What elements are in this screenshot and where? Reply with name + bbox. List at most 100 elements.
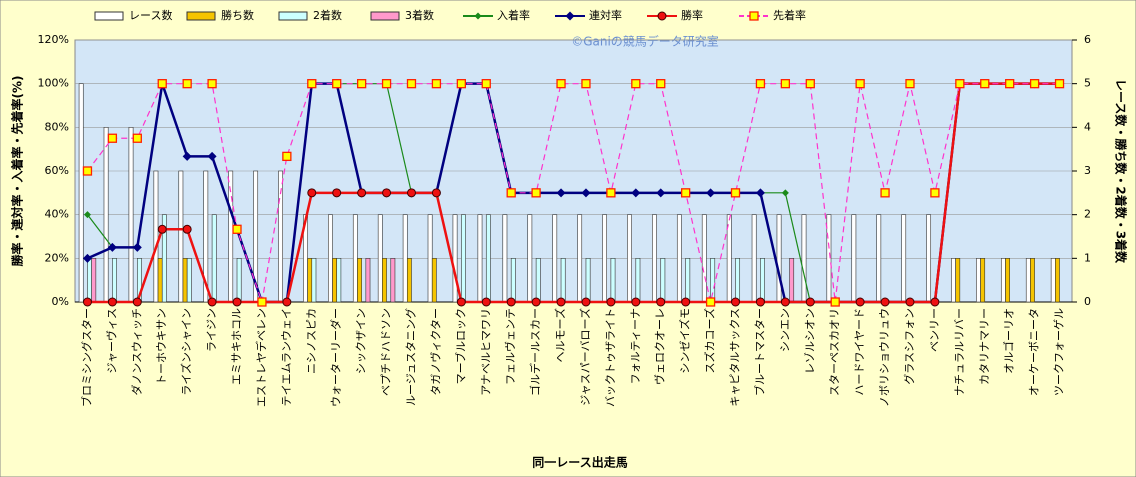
bar (311, 258, 317, 303)
bar (610, 258, 616, 303)
marker (107, 133, 118, 143)
bar (1000, 258, 1006, 303)
marker (456, 297, 466, 307)
x-tick-label: キャピタルサックス (729, 308, 742, 407)
marker (132, 242, 142, 252)
x-tick-label: ベプチドハドソン (380, 308, 393, 396)
bar (357, 258, 362, 303)
marker (1005, 79, 1015, 89)
x-tick-label: テイエムランウェイ (280, 308, 293, 406)
bar (951, 258, 956, 303)
x-tick-label: バックトゥザライト (604, 308, 617, 407)
bar (577, 214, 583, 303)
marker (382, 188, 392, 198)
marker (506, 188, 516, 198)
marker (656, 188, 666, 198)
marker (356, 79, 367, 89)
marker (182, 79, 192, 89)
marker (107, 242, 117, 252)
marker (132, 133, 142, 143)
x-tick-label: ベンリー (928, 308, 941, 352)
bar (431, 258, 437, 303)
y-tick-label: 0% (52, 295, 69, 308)
bar (452, 214, 458, 303)
marker (82, 253, 92, 263)
bar (1050, 258, 1056, 303)
y-tick-label: 40% (45, 208, 69, 221)
marker (755, 79, 766, 89)
marker (556, 188, 566, 198)
marker (207, 297, 217, 307)
marker (631, 297, 641, 307)
x-tick-label: タガノヴィクター (428, 308, 442, 396)
bar (78, 83, 84, 303)
marker (565, 11, 575, 21)
bar (685, 258, 691, 303)
marker (332, 188, 342, 198)
bar (652, 214, 657, 303)
marker (656, 297, 666, 307)
bar (91, 258, 97, 303)
marker (781, 189, 789, 197)
legend-label: 勝率 (681, 8, 703, 22)
bar (153, 170, 159, 303)
marker (556, 297, 566, 307)
y2-tick-label: 3 (1084, 164, 1091, 177)
marker (805, 79, 815, 89)
marker (132, 297, 142, 307)
x-tick-label: スズカコーズ (703, 308, 717, 373)
bar (527, 214, 533, 303)
legend-swatch (278, 11, 308, 21)
bar (701, 214, 707, 303)
legend-swatch (94, 11, 124, 21)
bar (87, 258, 92, 303)
x-tick-label: トーホウキサン (155, 308, 168, 385)
bar (801, 214, 807, 303)
marker (307, 79, 317, 89)
x-tick-label: ヘルモーズ (553, 308, 567, 362)
bar (735, 258, 741, 303)
marker (83, 211, 91, 219)
marker (307, 188, 317, 198)
bar (461, 214, 466, 303)
marker (749, 11, 759, 21)
marker (657, 11, 667, 21)
bar (427, 214, 433, 303)
x-tick-label: ハードワイヤード (853, 308, 866, 396)
y-tick-label: 100% (38, 77, 69, 90)
bar (382, 258, 387, 303)
marker (656, 79, 666, 89)
bar (157, 258, 163, 303)
marker (481, 79, 491, 89)
bar (128, 127, 134, 303)
marker (82, 297, 92, 307)
x-tick-label: ダノンスウィッチ (129, 308, 143, 395)
legend-label: 3着数 (405, 8, 434, 22)
marker (282, 297, 292, 307)
bar (980, 258, 986, 303)
bar (585, 258, 591, 303)
bar (851, 214, 857, 303)
marker (581, 297, 591, 307)
marker (157, 79, 167, 89)
marker (631, 79, 641, 89)
x-axis-title: 同一レース出走馬 (532, 455, 627, 470)
marker (905, 297, 915, 307)
bar (336, 258, 342, 303)
marker (1054, 79, 1065, 89)
legend-label: 勝ち数 (221, 8, 254, 22)
y-tick-label: 60% (45, 164, 69, 177)
marker (381, 79, 392, 89)
marker (805, 297, 815, 307)
marker (930, 297, 940, 307)
legend-label: 2着数 (313, 8, 342, 22)
marker (232, 224, 242, 234)
y2-tick-label: 1 (1084, 251, 1091, 264)
bar (178, 170, 184, 303)
marker (207, 79, 217, 89)
x-tick-label: グラスシフォン (902, 308, 916, 385)
bar (1025, 258, 1031, 303)
bar (1005, 258, 1010, 303)
marker (631, 188, 641, 198)
